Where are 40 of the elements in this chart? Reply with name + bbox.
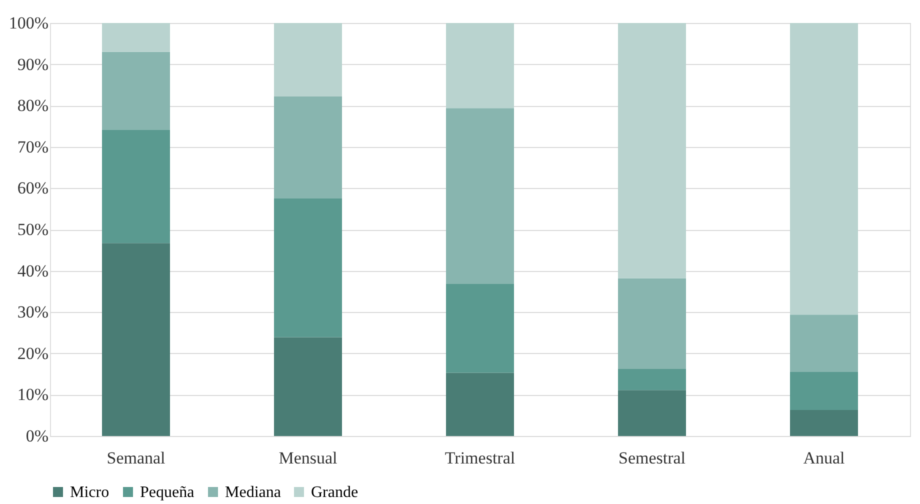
legend-label: Mediana xyxy=(225,484,281,501)
bar xyxy=(446,284,514,373)
bar xyxy=(618,23,686,278)
y-tick-label: 20% xyxy=(17,344,48,363)
bar xyxy=(446,108,514,284)
legend-label: Pequeña xyxy=(140,484,194,501)
bar xyxy=(446,372,514,436)
bar xyxy=(446,23,514,108)
bar xyxy=(618,390,686,436)
bar xyxy=(618,278,686,369)
bar xyxy=(618,368,686,390)
bar xyxy=(790,410,858,436)
y-tick-label: 70% xyxy=(17,137,48,156)
x-tick-label: Anual xyxy=(803,448,846,468)
bar xyxy=(274,96,342,199)
y-tick-label: 50% xyxy=(17,220,48,239)
bar xyxy=(790,23,858,315)
bar xyxy=(102,243,170,436)
y-tick-label: 0% xyxy=(26,426,48,446)
bar xyxy=(790,314,858,372)
x-tick-label: Semanal xyxy=(106,448,166,468)
y-tick-label: 60% xyxy=(17,178,48,198)
x-tick-label: Semestral xyxy=(618,448,686,468)
bar xyxy=(274,337,342,436)
y-tick-label: 10% xyxy=(17,385,48,404)
bar xyxy=(102,23,170,52)
bar xyxy=(274,23,342,97)
bar xyxy=(102,130,170,244)
x-tick-label: Mensual xyxy=(278,448,338,468)
bar xyxy=(102,52,170,130)
y-tick-label: 100% xyxy=(8,14,48,32)
y-tick-label: 40% xyxy=(17,261,48,280)
bar xyxy=(274,198,342,338)
legend-label: Grande xyxy=(311,484,358,501)
y-tick-label: 80% xyxy=(17,96,48,116)
bar xyxy=(790,372,858,410)
x-tick-label: Trimestral xyxy=(444,448,516,468)
y-tick-label: 30% xyxy=(17,302,48,322)
y-tick-label: 90% xyxy=(17,54,48,74)
legend-label: Micro xyxy=(70,484,110,501)
